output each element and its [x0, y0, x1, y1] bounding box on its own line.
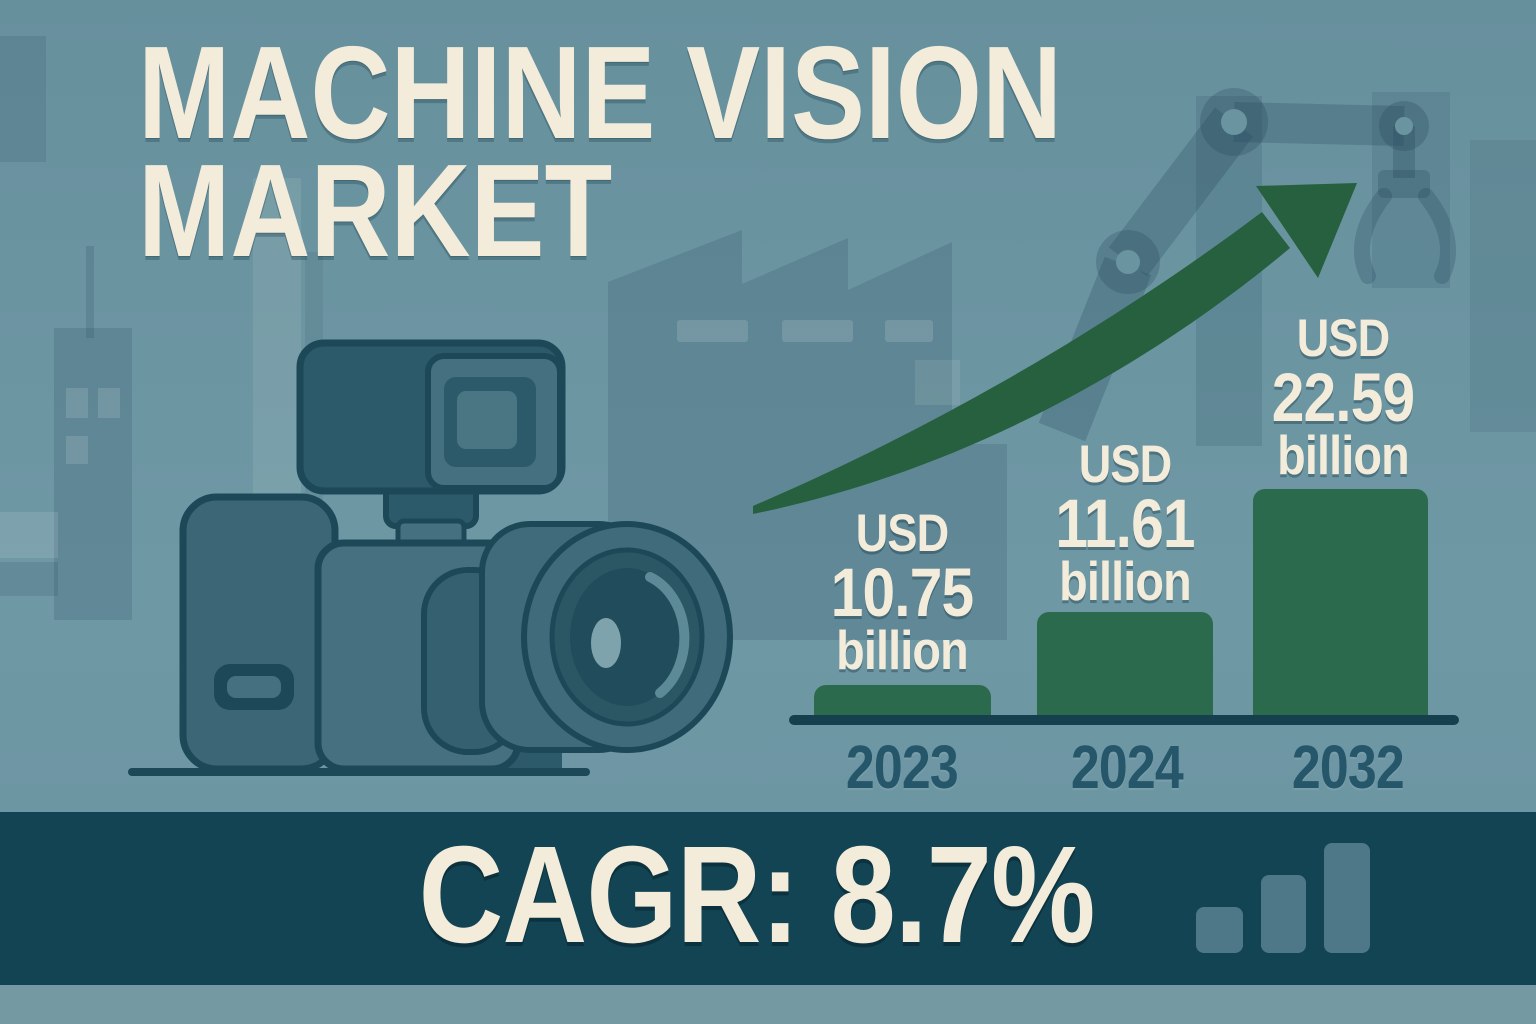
value-label: 10.75: [830, 554, 974, 631]
year-text: 2032: [1292, 733, 1405, 801]
page-title: MACHINE VISION MARKET: [138, 19, 1063, 284]
value-label: 22.59: [1271, 359, 1415, 436]
cagr-label: CAGR: 8.7%: [0, 820, 1525, 970]
growth-arrow-icon: [753, 183, 1357, 514]
mini-bar-tall: [1324, 843, 1370, 953]
unit-label: billion: [1059, 550, 1192, 612]
chart-bar-2032: [1253, 489, 1428, 716]
bar-label-2032: USD 22.59 billion: [1224, 309, 1462, 486]
x-tick-2024: 2024: [987, 736, 1267, 798]
mini-bar-small: [1196, 907, 1243, 953]
chart-bar-2023: [814, 685, 991, 716]
page-title-line1: MACHINE VISION: [138, 19, 1063, 166]
year-text: 2024: [1071, 733, 1184, 801]
page-title-line2: MARKET: [138, 137, 613, 284]
unit-label: billion: [1277, 424, 1410, 486]
currency-label: USD: [1296, 309, 1390, 368]
mini-bar-medium: [1261, 875, 1306, 953]
value-label: 11.61: [1055, 485, 1195, 562]
bar-label-2024: USD 11.61 billion: [1006, 435, 1244, 612]
factory-silhouette: [608, 92, 1536, 640]
chart-baseline-axis: [789, 715, 1459, 725]
camera-icon: [128, 339, 733, 776]
x-tick-2023: 2023: [762, 736, 1042, 798]
unit-label: billion: [836, 619, 969, 681]
cagr-text: CAGR: 8.7%: [419, 818, 1096, 972]
footer-strip: [0, 985, 1536, 1024]
x-tick-2032: 2032: [1208, 736, 1488, 798]
bar-label-2023: USD 10.75 billion: [783, 504, 1021, 681]
currency-label: USD: [1078, 435, 1172, 494]
currency-label: USD: [855, 504, 949, 563]
year-text: 2023: [846, 733, 959, 801]
chart-bar-2024: [1037, 612, 1213, 716]
